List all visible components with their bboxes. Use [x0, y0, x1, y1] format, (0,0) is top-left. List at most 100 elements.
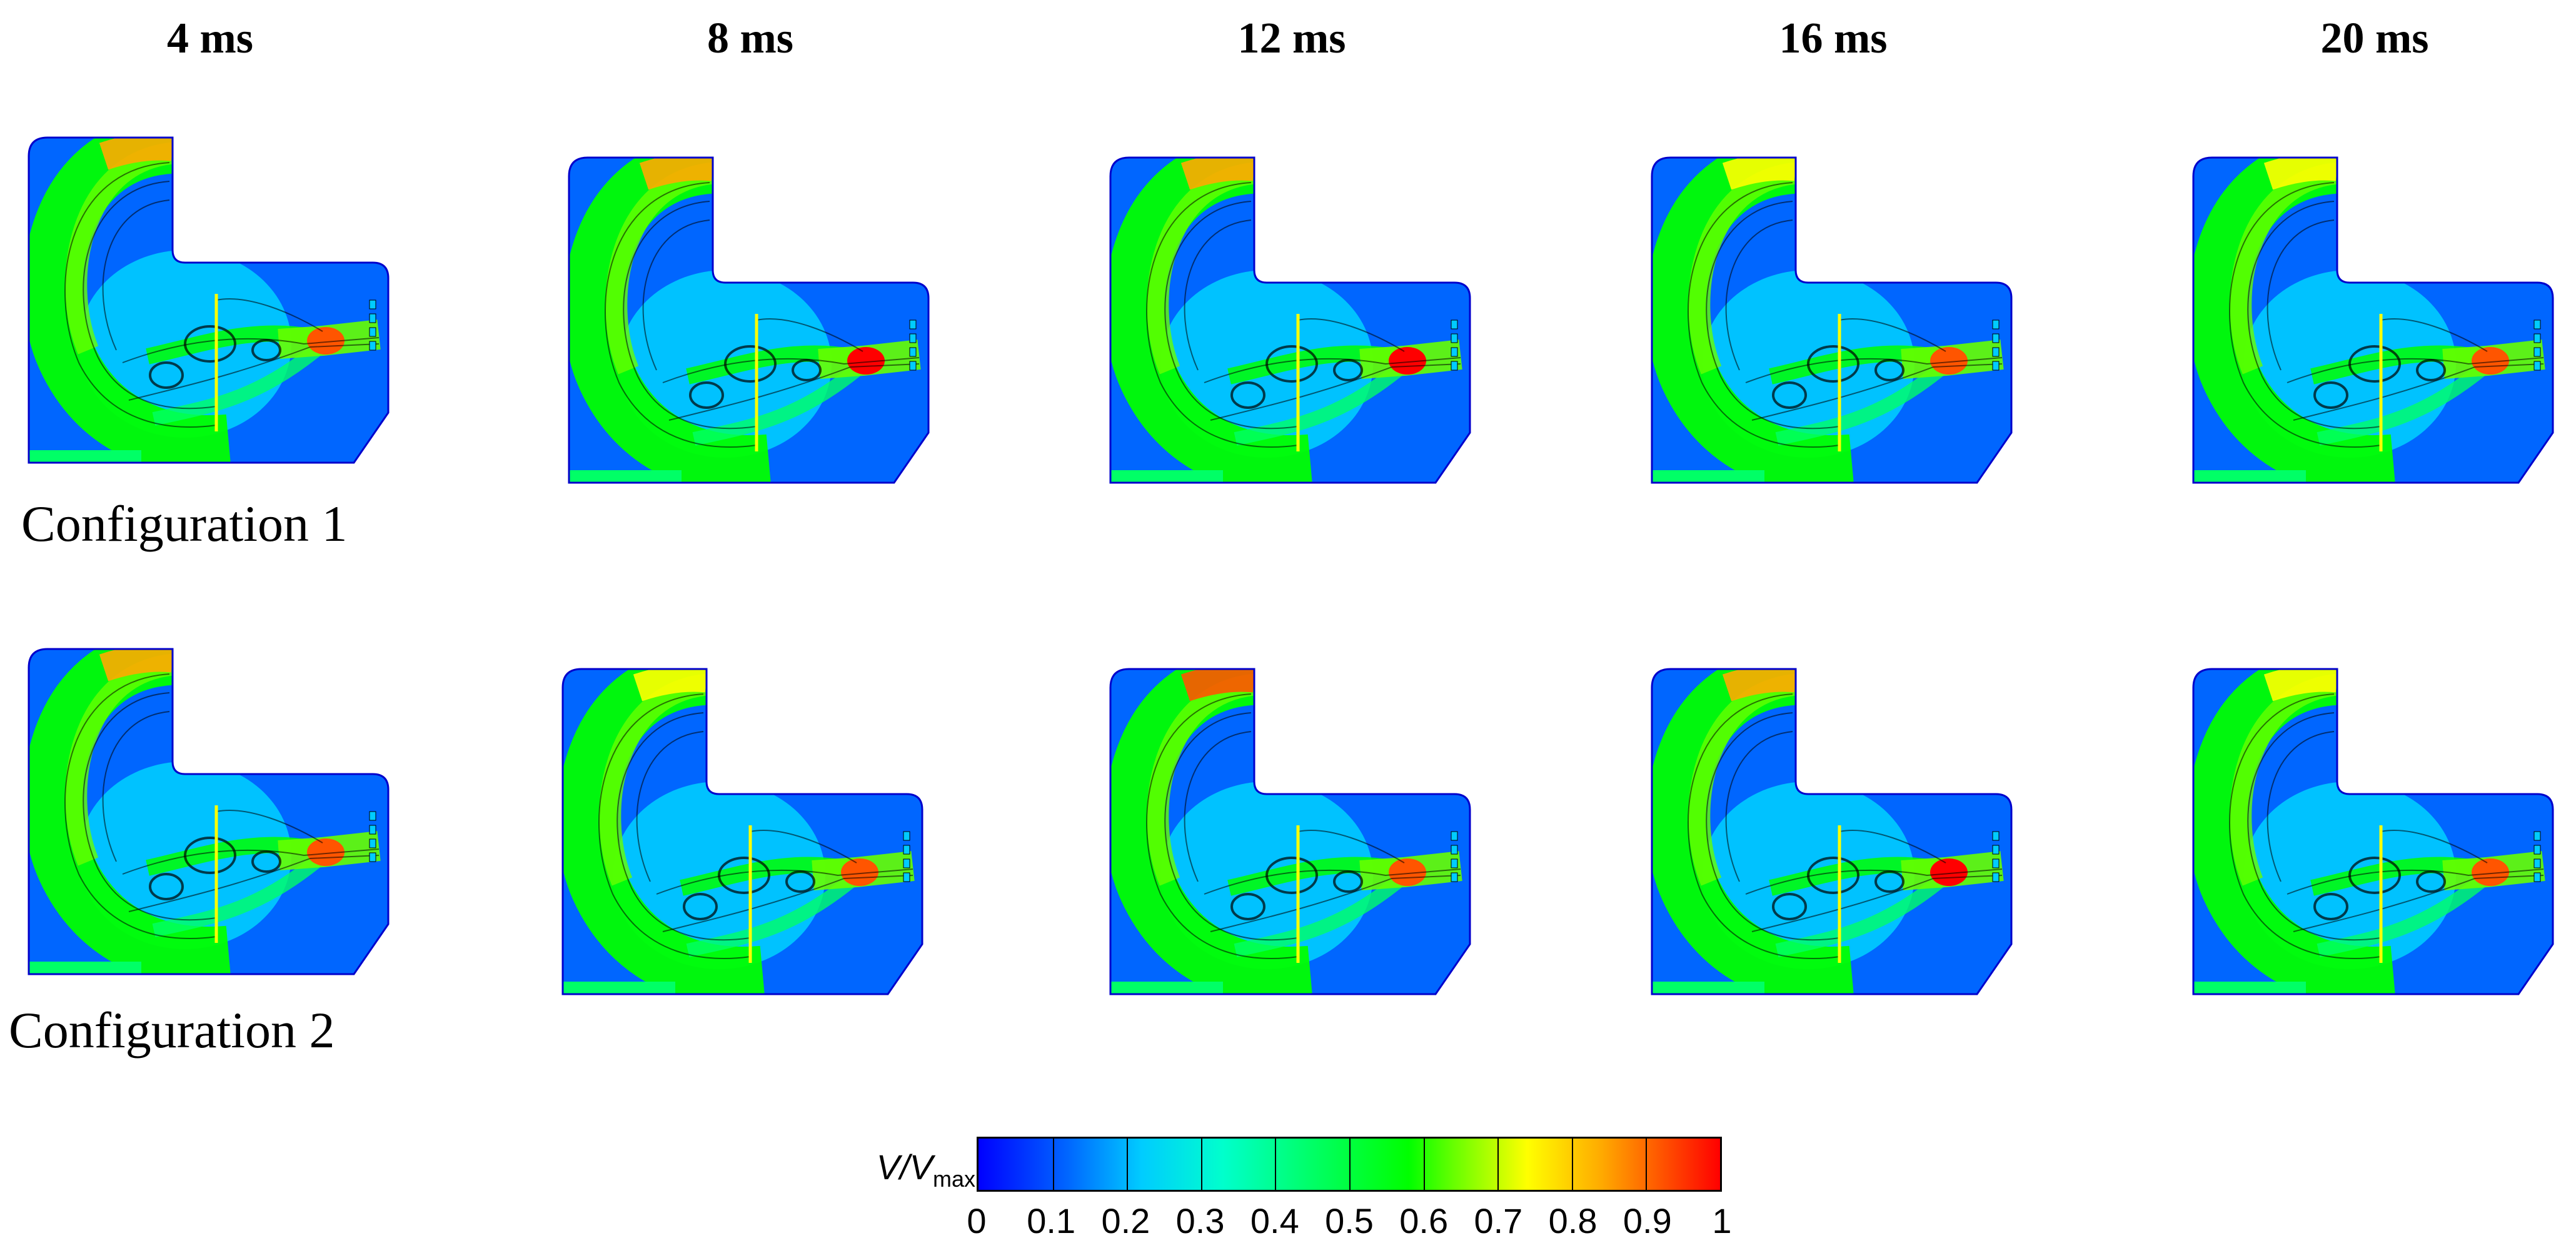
- flow-field-group: [1652, 669, 2011, 994]
- outer-flow-core: [65, 653, 174, 866]
- flow-field-svg: [28, 648, 390, 975]
- bottom-inlet-strip: [2193, 982, 2306, 994]
- vortex: [1874, 870, 1904, 893]
- streamline: [1297, 830, 1405, 863]
- outlet-slot: [1451, 845, 1458, 855]
- domain-outline: [1651, 156, 2013, 484]
- outlet-slot: [2533, 831, 2541, 841]
- streamline: [2380, 830, 2488, 863]
- time-label-12ms: 12 ms: [1237, 14, 1346, 63]
- streamline: [64, 673, 217, 940]
- flow-field-svg: [1651, 156, 2013, 484]
- vortex: [1874, 359, 1904, 381]
- streamline: [636, 731, 704, 882]
- streamline: [2229, 693, 2382, 960]
- streamline: [1706, 201, 1840, 430]
- flow-panel-config2-16ms: [1651, 668, 2015, 1000]
- streamline: [1146, 693, 1299, 960]
- streamline: [1745, 357, 2003, 383]
- colorbar-divider: [1127, 1139, 1129, 1190]
- colorbar-label-sub: max: [932, 1166, 975, 1192]
- outlet-jet-hotspot: [2472, 858, 2509, 886]
- bottom-inlet-strip: [569, 470, 682, 483]
- streamline: [122, 848, 380, 875]
- outlet-slot: [1992, 347, 2000, 357]
- outlet-slot: [2533, 872, 2541, 882]
- streamline: [1706, 712, 1840, 941]
- vortex: [1333, 359, 1363, 381]
- outer-flow-core: [1688, 673, 1798, 886]
- flow-field-svg: [2192, 668, 2554, 995]
- domain-outline: [2192, 156, 2554, 484]
- outlet-jet-hotspot: [1389, 858, 1426, 886]
- outlet-slot: [1451, 320, 1458, 330]
- vortex: [251, 850, 281, 873]
- streamline: [1204, 357, 1461, 383]
- bottom-inlet-strip: [1110, 470, 1223, 483]
- domain-outline: [1109, 156, 1471, 484]
- outer-flow-core: [2230, 673, 2339, 886]
- flow-panel-config1-12ms: [1109, 156, 1473, 489]
- streamline: [2287, 868, 2544, 895]
- outlet-slot: [903, 858, 910, 868]
- colorbar-tick-label: 0.4: [1250, 1201, 1299, 1240]
- outlet-slot: [1992, 831, 2000, 841]
- vortex: [2348, 857, 2401, 894]
- outer-flow-band: [29, 649, 232, 974]
- vortex: [792, 359, 822, 381]
- flow-field-group: [563, 669, 922, 994]
- streamline: [2229, 182, 2382, 448]
- outer-flow-core: [1147, 162, 1256, 375]
- domain-outline: [568, 156, 930, 484]
- lower-channel: [1234, 365, 1402, 446]
- flow-panel-config1-8ms: [568, 156, 932, 489]
- streamline: [1297, 318, 1405, 352]
- colorbar-tick-label: 0: [967, 1201, 987, 1240]
- flow-field-svg: [2192, 156, 2554, 484]
- streamline: [1839, 830, 1946, 863]
- flow-panel-config1-4ms: [28, 136, 391, 469]
- outer-flow-band: [563, 669, 766, 994]
- lower-channel: [152, 345, 321, 426]
- outlet-slot: [369, 327, 376, 337]
- bottom-inlet-strip: [29, 962, 141, 974]
- outlet-jet-hotspot: [1930, 858, 1968, 886]
- domain-outline: [1651, 668, 2013, 995]
- outlet-slot: [1451, 858, 1458, 868]
- outlet-slot: [909, 361, 917, 371]
- vortex: [149, 873, 184, 900]
- outlet-slot: [909, 347, 917, 357]
- top-inlet-jet: [99, 138, 174, 170]
- flow-field-svg: [1651, 668, 2013, 995]
- top-inlet-jet: [1722, 669, 1798, 702]
- outlet-slot: [903, 831, 910, 841]
- colorbar-divider: [1275, 1139, 1277, 1190]
- outer-flow-band: [1110, 158, 1314, 483]
- outlet-slot: [1451, 333, 1458, 343]
- outlet-slot: [1992, 320, 2000, 330]
- vortex: [1772, 893, 1807, 920]
- vortex: [724, 345, 777, 383]
- bottom-inlet-strip: [2193, 470, 2306, 483]
- vortex: [1230, 893, 1265, 920]
- streamline: [216, 298, 323, 332]
- colorbar-label-main: V/V: [876, 1147, 933, 1187]
- flow-field-group: [29, 649, 388, 974]
- streamline: [1164, 712, 1299, 941]
- colorbar-divider: [1423, 1139, 1425, 1190]
- row-label-configuration-2: Configuration 2: [9, 1002, 335, 1059]
- outlet-slot: [2533, 845, 2541, 855]
- flow-panel-config2-20ms: [2192, 668, 2556, 1000]
- vortex: [149, 361, 184, 389]
- colorbar-tick-label: 0.3: [1175, 1201, 1225, 1240]
- lower-channel: [1234, 876, 1402, 957]
- colorbar-tick-label: 0.1: [1027, 1201, 1076, 1240]
- outer-flow-core: [65, 142, 174, 355]
- outlet-slot: [369, 825, 376, 835]
- colorbar: [977, 1137, 1722, 1192]
- streamline: [1745, 868, 2003, 895]
- outlet-slot: [1992, 858, 2000, 868]
- bottom-inlet-strip: [29, 450, 141, 463]
- lower-channel: [1775, 876, 1944, 957]
